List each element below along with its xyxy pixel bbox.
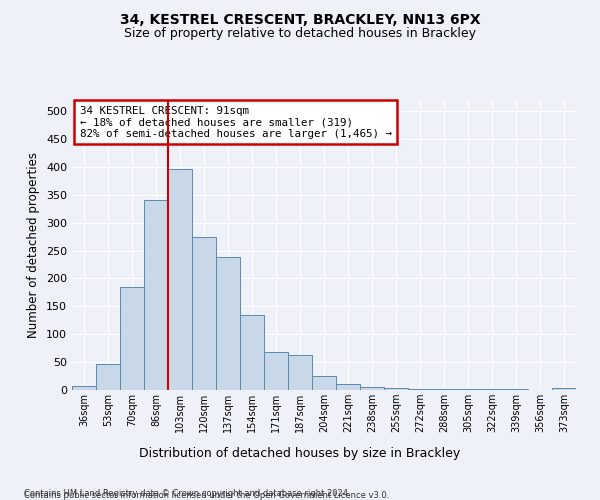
- Bar: [552, 388, 576, 390]
- Bar: [120, 287, 144, 390]
- Text: Contains public sector information licensed under the Open Government Licence v3: Contains public sector information licen…: [24, 491, 389, 500]
- Bar: [216, 258, 240, 390]
- Text: 34 KESTREL CRESCENT: 91sqm
← 18% of detached houses are smaller (319)
82% of sem: 34 KESTREL CRESCENT: 91sqm ← 18% of deta…: [80, 106, 392, 139]
- Bar: [96, 364, 120, 390]
- Bar: [144, 200, 168, 390]
- Bar: [384, 388, 408, 390]
- Bar: [168, 168, 192, 390]
- Text: 34, KESTREL CRESCENT, BRACKLEY, NN13 6PX: 34, KESTREL CRESCENT, BRACKLEY, NN13 6PX: [119, 12, 481, 26]
- Bar: [288, 355, 312, 390]
- Y-axis label: Number of detached properties: Number of detached properties: [28, 152, 40, 338]
- Bar: [264, 352, 288, 390]
- Bar: [432, 389, 456, 390]
- Bar: [360, 386, 384, 390]
- Bar: [408, 389, 432, 390]
- Bar: [336, 384, 360, 390]
- Text: Size of property relative to detached houses in Brackley: Size of property relative to detached ho…: [124, 28, 476, 40]
- Bar: [312, 376, 336, 390]
- Text: Contains HM Land Registry data © Crown copyright and database right 2024.: Contains HM Land Registry data © Crown c…: [24, 488, 350, 498]
- Text: Distribution of detached houses by size in Brackley: Distribution of detached houses by size …: [139, 448, 461, 460]
- Bar: [192, 236, 216, 390]
- Bar: [240, 314, 264, 390]
- Bar: [72, 386, 96, 390]
